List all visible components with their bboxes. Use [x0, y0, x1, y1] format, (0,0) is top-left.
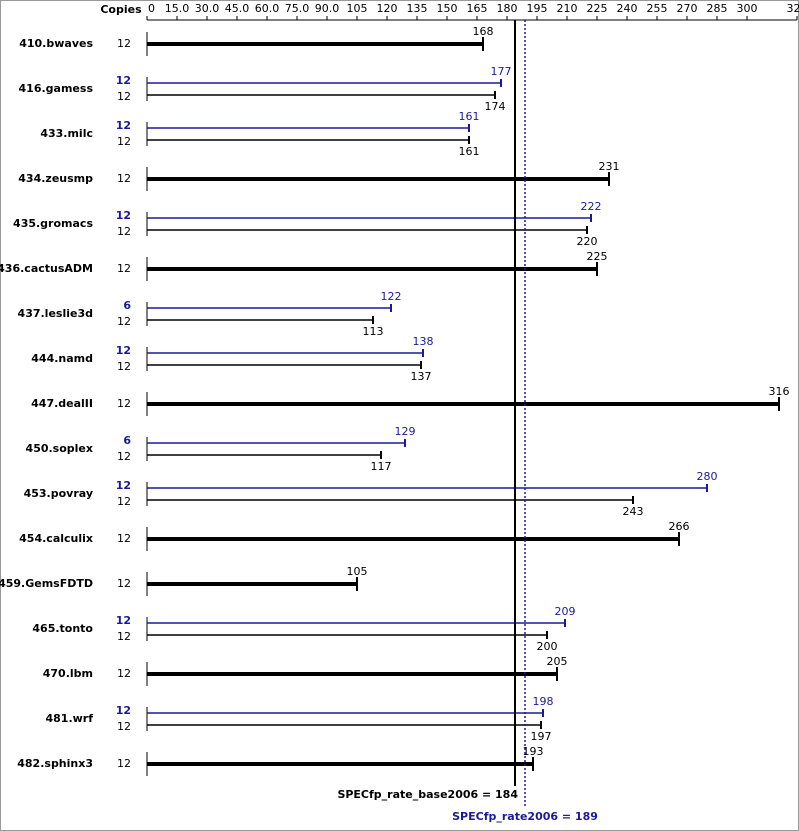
copies: 12: [117, 225, 131, 238]
x-tick-label: 135: [407, 2, 428, 15]
x-tick-label: 300: [737, 2, 758, 15]
benchmark-label: 453.povray: [24, 487, 93, 500]
value-label: 129: [395, 425, 416, 438]
x-tick-label: 15.0: [165, 2, 190, 15]
value-label: 137: [411, 370, 432, 383]
copies: 12: [117, 262, 131, 275]
value-label: 225: [587, 250, 608, 263]
value-label: 161: [459, 110, 480, 123]
x-tick-label: 270: [677, 2, 698, 15]
value-label: 209: [555, 605, 576, 618]
x-tick-label: 120: [377, 2, 398, 15]
benchmark-label: 416.gamess: [19, 82, 94, 95]
benchmark-label: 435.gromacs: [13, 217, 93, 230]
copies: 12: [116, 479, 131, 492]
benchmark-label: 454.calculix: [19, 532, 93, 545]
benchmark-label: 470.lbm: [43, 667, 93, 680]
copies-header: Copies: [100, 3, 142, 16]
value-label: 220: [577, 235, 598, 248]
reference-label: SPECfp_rate_base2006 = 184: [337, 788, 518, 801]
copies: 12: [117, 397, 131, 410]
x-tick-label: 150: [437, 2, 458, 15]
copies: 12: [117, 90, 131, 103]
copies: 12: [117, 315, 131, 328]
copies: 12: [117, 172, 131, 185]
x-tick-label: 325: [787, 2, 799, 15]
x-tick-label: 255: [647, 2, 668, 15]
x-tick-label: 165: [467, 2, 488, 15]
value-label: 177: [491, 65, 512, 78]
value-label: 117: [371, 460, 392, 473]
copies: 12: [116, 209, 131, 222]
copies: 12: [117, 495, 131, 508]
copies: 6: [123, 434, 131, 447]
benchmark-label: 437.leslie3d: [18, 307, 93, 320]
x-tick-label: 105: [347, 2, 368, 15]
benchmark-label: 410.bwaves: [19, 37, 93, 50]
copies: 12: [117, 630, 131, 643]
benchmark-label: 436.cactusADM: [0, 262, 93, 275]
copies: 12: [116, 344, 131, 357]
benchmark-label: 465.tonto: [32, 622, 93, 635]
x-tick-label: 0: [148, 2, 155, 15]
value-label: 138: [413, 335, 434, 348]
x-tick-label: 240: [617, 2, 638, 15]
copies: 12: [117, 667, 131, 680]
copies: 12: [117, 37, 131, 50]
copies: 12: [116, 74, 131, 87]
x-tick-label: 285: [707, 2, 728, 15]
copies: 12: [117, 757, 131, 770]
value-label: 161: [459, 145, 480, 158]
copies: 12: [117, 720, 131, 733]
x-tick-label: 90.0: [315, 2, 340, 15]
value-label: 316: [769, 385, 790, 398]
benchmark-label: 482.sphinx3: [17, 757, 93, 770]
copies: 6: [123, 299, 131, 312]
copies: 12: [116, 119, 131, 132]
x-tick-label: 75.0: [285, 2, 310, 15]
value-label: 231: [599, 160, 620, 173]
value-label: 122: [381, 290, 402, 303]
value-label: 174: [485, 100, 506, 113]
value-label: 280: [697, 470, 718, 483]
value-label: 168: [473, 25, 494, 38]
x-tick-label: 180: [497, 2, 518, 15]
x-tick-label: 45.0: [225, 2, 250, 15]
x-tick-label: 225: [587, 2, 608, 15]
value-label: 222: [581, 200, 602, 213]
reference-label: SPECfp_rate2006 = 189: [452, 810, 598, 823]
value-label: 113: [363, 325, 384, 338]
value-label: 243: [623, 505, 644, 518]
x-tick-label: 195: [527, 2, 548, 15]
copies: 12: [116, 704, 131, 717]
copies: 12: [117, 360, 131, 373]
x-tick-label: 210: [557, 2, 578, 15]
copies: 12: [117, 450, 131, 463]
copies: 12: [117, 577, 131, 590]
benchmark-label: 444.namd: [31, 352, 93, 365]
x-tick-label: 60.0: [255, 2, 280, 15]
copies: 12: [117, 532, 131, 545]
value-label: 200: [537, 640, 558, 653]
copies: 12: [117, 135, 131, 148]
value-label: 193: [523, 745, 544, 758]
copies: 12: [116, 614, 131, 627]
benchmark-label: 481.wrf: [45, 712, 93, 725]
benchmark-label: 447.dealII: [31, 397, 93, 410]
value-label: 205: [547, 655, 568, 668]
value-label: 266: [669, 520, 690, 533]
value-label: 105: [347, 565, 368, 578]
benchmark-label: 433.milc: [40, 127, 93, 140]
benchmark-label: 434.zeusmp: [18, 172, 93, 185]
benchmark-label: 450.soplex: [26, 442, 93, 455]
value-label: 197: [531, 730, 552, 743]
benchmark-label: 459.GemsFDTD: [0, 577, 93, 590]
x-tick-label: 30.0: [195, 2, 220, 15]
value-label: 198: [533, 695, 554, 708]
